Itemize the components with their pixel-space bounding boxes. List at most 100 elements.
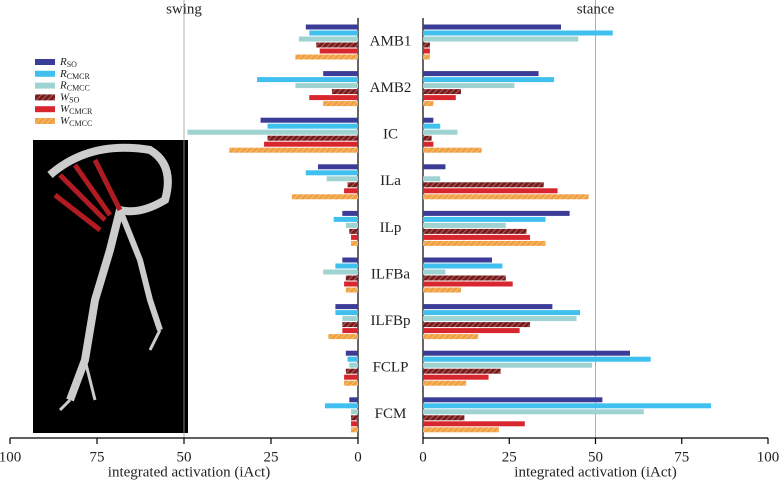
bar [323, 101, 358, 107]
bar [423, 71, 539, 77]
bar [305, 24, 358, 30]
bar [423, 269, 446, 275]
legend-name: R [59, 67, 67, 79]
bar [423, 101, 434, 107]
x-tick-label: 75 [674, 449, 689, 465]
category-label: ILFBa [371, 266, 411, 282]
bar [229, 147, 358, 153]
legend-name: R [59, 56, 67, 68]
bar [423, 322, 530, 328]
legend-name: W [60, 115, 70, 127]
legend-label: RCMCR [59, 67, 91, 80]
bar [423, 222, 506, 228]
legend-subscript: CMCR [69, 107, 93, 116]
bar [423, 216, 546, 222]
legend-name: R [59, 79, 67, 91]
bar [323, 269, 358, 275]
bar [335, 263, 358, 269]
legend-subscript: CMCC [69, 119, 92, 128]
bar [342, 210, 358, 216]
x-tick-label: 0 [354, 449, 362, 465]
x-tick-label: 50 [177, 449, 192, 465]
bar [335, 304, 358, 310]
bar [423, 257, 492, 263]
bar [423, 176, 441, 182]
bar [291, 194, 358, 200]
bar [423, 30, 613, 36]
bar [423, 42, 430, 48]
bar [423, 316, 577, 322]
x-tick-label: 0 [419, 449, 427, 465]
bar [342, 328, 358, 334]
bar [267, 135, 358, 141]
bar [351, 234, 358, 240]
bar [423, 409, 644, 415]
bar [423, 228, 527, 234]
bar [423, 147, 482, 153]
category-label: FCM [375, 406, 407, 422]
bar [333, 216, 358, 222]
legend-label: WCMCC [60, 115, 92, 128]
bar [423, 368, 501, 374]
bar [347, 356, 358, 362]
bar [344, 281, 358, 287]
category-label: ILp [380, 220, 402, 236]
legend-swatch [35, 118, 55, 124]
bar [295, 54, 358, 60]
bar [345, 275, 358, 281]
bar [423, 123, 441, 129]
legend-name: W [60, 91, 70, 103]
x-tick-label: 50 [588, 449, 603, 465]
category-label: AMB2 [370, 80, 412, 96]
x-tick-label: 100 [0, 449, 21, 465]
bar [342, 322, 358, 328]
category-label: ILa [380, 173, 401, 189]
x-tick-label: 100 [757, 449, 780, 465]
x-tick-label: 25 [264, 449, 279, 465]
legend-swatch [35, 82, 55, 89]
bar [326, 176, 358, 182]
legend-swatch [35, 106, 55, 113]
bar [298, 36, 358, 42]
bar [423, 421, 525, 427]
bar [345, 222, 358, 228]
bar [423, 310, 580, 316]
bar [295, 83, 358, 89]
bar [423, 415, 465, 421]
bar [423, 95, 456, 101]
bar [423, 24, 561, 30]
bar [309, 95, 358, 101]
legend-label: RSO [59, 56, 77, 69]
bar [423, 334, 479, 340]
skeleton-image [33, 140, 188, 433]
bar [264, 141, 358, 147]
legend-swatch [35, 70, 55, 77]
bar [344, 374, 358, 380]
bar [423, 164, 446, 170]
bar [316, 42, 358, 48]
bar [335, 310, 358, 316]
legend-swatch [35, 59, 55, 65]
bar [319, 48, 358, 54]
bar [423, 83, 515, 89]
bar [423, 188, 558, 194]
legend-subscript: SO [67, 60, 77, 69]
bar [351, 240, 358, 246]
bar [324, 403, 358, 409]
bar [305, 170, 358, 176]
bar [423, 117, 434, 123]
bar [423, 362, 593, 368]
bar [423, 263, 503, 269]
bar [423, 48, 430, 54]
bar [260, 117, 358, 123]
bar [351, 415, 358, 421]
bar [423, 141, 434, 147]
legend-name: W [60, 103, 70, 115]
bar [344, 188, 358, 194]
bar [344, 380, 358, 386]
legend-subscript: CMCC [67, 83, 90, 92]
bar [423, 281, 513, 287]
bar [342, 257, 358, 263]
